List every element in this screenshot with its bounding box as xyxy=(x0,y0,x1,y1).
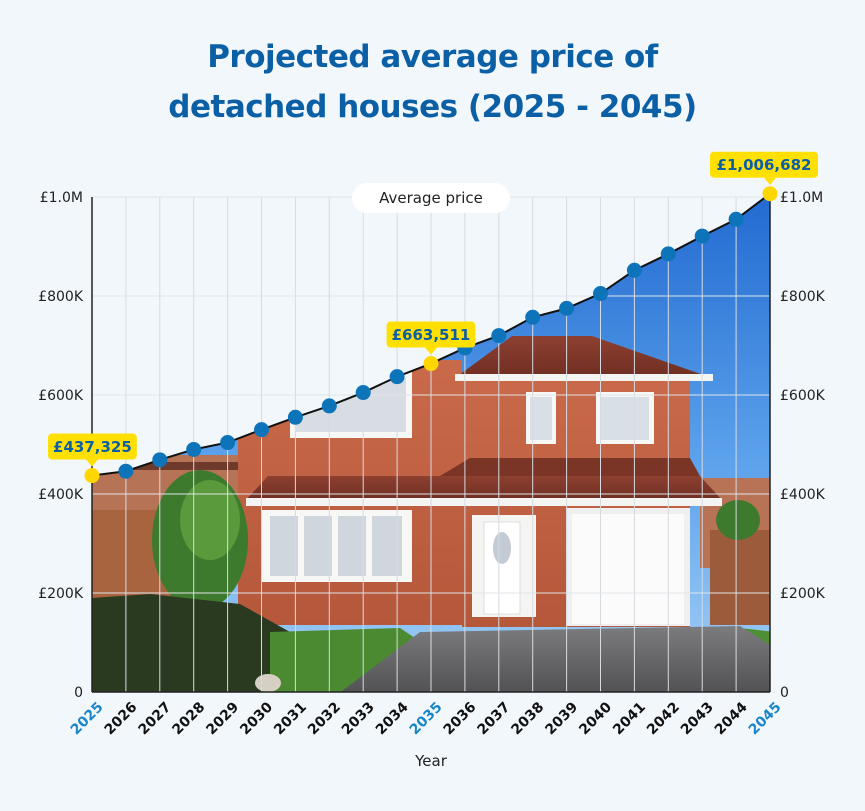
chart-title-line-2: detached houses (2025 - 2045) xyxy=(168,89,697,125)
y-axis-right: 0 £200K £400K £600K £800K £1.0M xyxy=(780,190,826,701)
data-point xyxy=(559,300,575,316)
x-tick-label: 2038 xyxy=(508,699,547,738)
house-lower-roof xyxy=(246,476,722,500)
legend-pill xyxy=(352,183,510,213)
shrub-right xyxy=(716,500,760,540)
house-lower-roof-ridge xyxy=(440,458,700,476)
data-point xyxy=(389,369,405,385)
roof-fascia xyxy=(455,374,713,381)
callout-pointer xyxy=(86,459,98,467)
callout-box xyxy=(710,151,818,178)
x-tick-label: 2042 xyxy=(644,699,683,738)
bay-window-pane-1 xyxy=(270,516,298,576)
x-tick-label: 2035 xyxy=(407,699,446,738)
y-tick-label-left: £1.0M xyxy=(40,190,83,206)
fence-right xyxy=(710,530,770,625)
tree-left-highlight xyxy=(180,480,240,560)
value-callouts: £437,325 £663,511 £1,006,682 xyxy=(48,151,818,467)
y-tick-label-right: £400K xyxy=(780,487,826,503)
x-tick-label: 2044 xyxy=(712,699,751,738)
y-tick-label-right: £1.0M xyxy=(780,190,823,206)
x-tick-label: 2030 xyxy=(237,699,276,738)
data-point xyxy=(660,246,676,262)
y-tick-label-left: 0 xyxy=(74,685,83,701)
x-tick-label: 2041 xyxy=(610,699,649,738)
garage-door xyxy=(572,514,684,624)
garden-stone xyxy=(255,674,281,692)
y-tick-label-right: £600K xyxy=(780,388,826,404)
legend-label: Average price xyxy=(379,189,483,207)
highlight-point xyxy=(84,468,100,484)
callout-label: £437,325 xyxy=(53,438,132,456)
legend: Average price xyxy=(352,183,510,213)
y-axis-left: 0 £200K £400K £600K £800K £1.0M xyxy=(38,190,84,701)
upper-window-right-glass xyxy=(601,397,649,440)
x-tick-label: 2028 xyxy=(169,699,208,738)
x-tick-label: 2026 xyxy=(102,699,141,738)
x-tick-label: 2033 xyxy=(339,699,378,738)
data-point xyxy=(220,435,236,451)
data-point xyxy=(152,452,168,468)
y-tick-label-right: £200K xyxy=(780,586,826,602)
lawn xyxy=(270,628,430,692)
data-point xyxy=(491,328,507,344)
house-upper-roof xyxy=(455,336,712,378)
x-tick-label: 2032 xyxy=(305,699,344,738)
x-tick-label: 2027 xyxy=(136,699,175,738)
x-tick-label: 2040 xyxy=(576,699,615,738)
x-tick-label: 2025 xyxy=(68,699,107,738)
x-tick-label: 2029 xyxy=(203,699,242,738)
y-tick-label-left: £200K xyxy=(38,586,84,602)
callout-pointer xyxy=(425,347,437,355)
data-point xyxy=(694,228,710,244)
callout-box xyxy=(386,321,476,348)
data-point xyxy=(287,409,303,425)
x-tick-label: 2043 xyxy=(678,699,717,738)
callout-box xyxy=(48,433,137,460)
front-door-window xyxy=(493,532,511,564)
chart-title-line-1: Projected average price of xyxy=(207,39,658,75)
bay-window-pane-2 xyxy=(304,516,332,576)
x-tick-label: 2031 xyxy=(271,699,310,738)
lower-roof-fascia xyxy=(246,498,722,506)
callout-pointer xyxy=(764,177,776,185)
callout-label: £1,006,682 xyxy=(717,156,812,174)
upper-window-mid-glass xyxy=(530,397,552,440)
y-tick-label-left: £600K xyxy=(38,388,84,404)
highlight-point xyxy=(423,356,439,372)
driveway xyxy=(330,626,770,692)
x-tick-label: 2037 xyxy=(475,699,514,738)
y-tick-label-left: £400K xyxy=(38,487,84,503)
x-tick-label: 2045 xyxy=(746,699,785,738)
data-point xyxy=(186,441,202,457)
chart-title: Projected average price of detached hous… xyxy=(0,32,865,132)
data-point xyxy=(355,385,371,401)
series-average-price xyxy=(84,186,778,484)
y-tick-label-right: 0 xyxy=(780,685,789,701)
data-point xyxy=(525,309,541,325)
hedge-bottom xyxy=(92,594,300,692)
bay-window-pane-3 xyxy=(338,516,366,576)
x-tick-label: 2039 xyxy=(542,699,581,738)
x-tick-label: 2034 xyxy=(373,699,412,738)
data-point xyxy=(254,422,269,438)
y-tick-label-left: £800K xyxy=(38,289,84,305)
upper-window-left-glass xyxy=(296,378,406,432)
x-axis-title: Year xyxy=(414,752,448,770)
data-point xyxy=(626,262,642,278)
data-point xyxy=(593,286,608,302)
x-axis: 2025202620272028202920302031203220332034… xyxy=(68,699,785,738)
data-point xyxy=(321,398,337,414)
data-point xyxy=(118,463,134,479)
data-point xyxy=(728,211,744,227)
x-tick-label: 2036 xyxy=(441,699,480,738)
y-tick-label-right: £800K xyxy=(780,289,826,305)
highlight-point xyxy=(762,186,778,202)
callout-label: £663,511 xyxy=(392,326,471,344)
